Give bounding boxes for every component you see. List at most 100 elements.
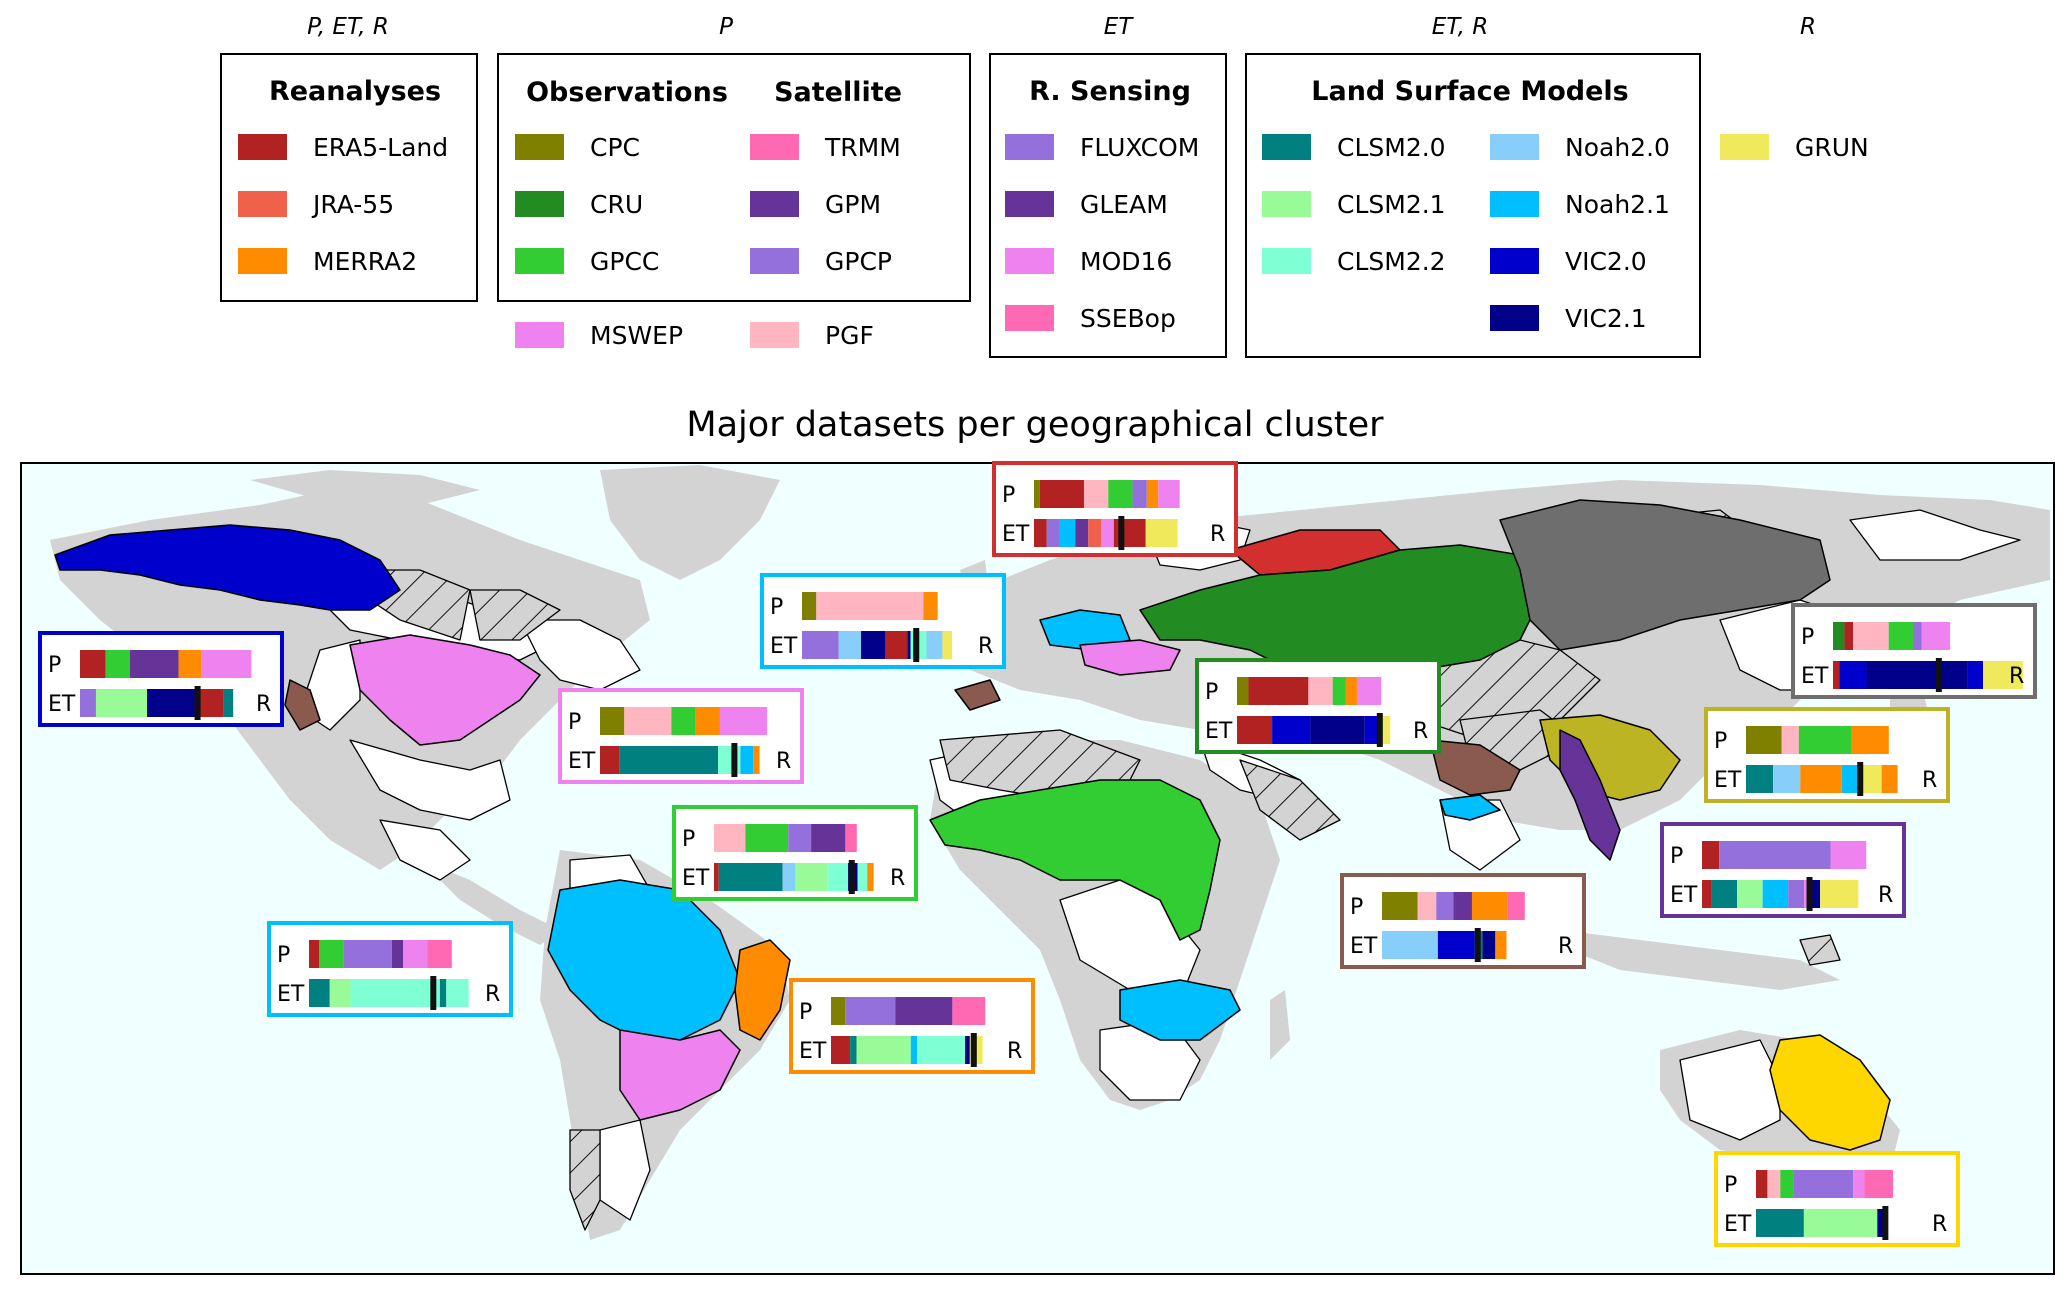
et-segment-merra2 — [1800, 765, 1842, 793]
cluster-regions — [54, 499, 1891, 1151]
legend-item-pgf: PGF — [750, 321, 874, 350]
legend-items: ERA5-Land JRA-55 MERRA2 CPC CRU GPCC MSWEP TRMM… — [238, 133, 1869, 350]
et-segment-clsm20 — [223, 689, 234, 717]
p-segment-gpcc — [1798, 726, 1852, 754]
p-segment-gpcc — [1888, 622, 1913, 650]
p-bar-label: P — [1350, 895, 1363, 920]
et-segment-noah21 — [1059, 519, 1076, 547]
cluster-panel-central-america: P ET R — [672, 805, 918, 901]
r-divider — [1882, 1206, 1889, 1240]
r-divider — [1857, 762, 1864, 796]
et-segment-grun — [942, 631, 953, 659]
land-madagascar — [1270, 990, 1290, 1060]
p-segment-pgf — [816, 592, 924, 620]
p-segment-gpm — [129, 650, 179, 678]
et-segment-merra2 — [867, 863, 874, 891]
et-segment-fluxcom — [802, 631, 839, 659]
et-segment-noah20 — [782, 863, 796, 891]
region-south-asia — [1429, 739, 1521, 796]
hatched-borneo — [1799, 934, 1841, 966]
p-segment-era5 — [80, 650, 106, 678]
et-segment-vic21 — [861, 631, 885, 659]
legend-item-clsm21: CLSM2.1 — [1262, 190, 1446, 219]
et-bar-label: ET — [48, 692, 76, 717]
legend-swatch-jra55 — [238, 191, 287, 217]
p-segment-cpc — [1382, 892, 1418, 920]
p-segment-mswep — [1921, 622, 1951, 650]
legend-swatch-grun — [1720, 134, 1769, 160]
r-divider — [1806, 877, 1813, 911]
legend-item-jra55: JRA-55 — [238, 190, 394, 219]
legend-label-jra55: JRA-55 — [311, 190, 394, 219]
p-bar-label: P — [799, 1000, 812, 1025]
p-segment-fluxcom — [1719, 841, 1831, 869]
legend-label-cpc: CPC — [590, 133, 640, 162]
region-south-africa — [1119, 979, 1241, 1041]
et-segment-fluxcom — [1788, 880, 1805, 908]
et-segment-clsm20 — [619, 746, 719, 774]
et-segment-clsm20 — [1746, 765, 1774, 793]
r-divider — [194, 686, 201, 720]
et-segment-grun — [1145, 519, 1178, 547]
p-segment-trmm — [427, 940, 452, 968]
region-brazil-east — [734, 939, 791, 1041]
p-segment-pgf — [1308, 677, 1333, 705]
legend-label-era5: ERA5-Land — [313, 133, 448, 162]
p-bar-label: P — [1670, 844, 1683, 869]
et-segment-clsm20 — [1711, 880, 1738, 908]
cluster-panel-amazon: P ET R — [267, 921, 513, 1017]
et-segment-clsm22 — [917, 1036, 966, 1064]
legend-box-land-surface-models — [1245, 53, 1701, 358]
et-segment-vic20 — [1967, 661, 1984, 689]
p-segment-pgf — [1781, 726, 1799, 754]
region-europe — [1039, 609, 1131, 651]
et-segment-era5 — [884, 631, 908, 659]
et-segment-jra55 — [1088, 519, 1102, 547]
legend-swatch-gpcc — [515, 248, 564, 274]
cluster-panel-southeast-asia: P ET R — [1660, 822, 1906, 918]
r-bar-label: R — [1007, 1039, 1022, 1064]
et-segment-merra2 — [1881, 765, 1898, 793]
region-russia — [1139, 544, 1541, 691]
r-divider — [430, 976, 437, 1010]
p-segment-gpcp — [845, 997, 896, 1025]
r-bar-label: R — [1413, 719, 1428, 744]
et-segment-grun — [1820, 880, 1859, 908]
p-segment-trmm — [845, 824, 857, 852]
legend-label-merra2: MERRA2 — [313, 247, 417, 276]
et-segment-noah20 — [1773, 765, 1801, 793]
legend-item-clsm20: CLSM2.0 — [1262, 133, 1446, 162]
p-bar-label: P — [1801, 625, 1814, 650]
et-segment-era5 — [1702, 880, 1712, 908]
p-segment-mswep — [1158, 480, 1180, 508]
region-central-africa — [929, 779, 1221, 941]
et-segment-merra2 — [753, 746, 760, 774]
p-segment-cpc — [802, 592, 817, 620]
cluster-panels: P ET R P ET R P ET R P ET R P ET R P ET R P ET R P ET R P ET R P ET R… — [38, 461, 2037, 1247]
r-divider — [1474, 928, 1481, 962]
et-bar-label: ET — [277, 982, 305, 1007]
legend-swatch-ssebop — [1005, 305, 1054, 331]
basin-australia-west — [1679, 1039, 1781, 1141]
legend-item-clsm22: CLSM2.2 — [1262, 247, 1446, 276]
r-bar-label: R — [256, 692, 271, 717]
header-remote-sensing: ET — [1104, 14, 1135, 40]
p-bar-label: P — [1714, 729, 1727, 754]
region-iberia — [954, 679, 1001, 711]
et-segment-clsm22 — [350, 979, 440, 1007]
legend-swatch-cpc — [515, 134, 564, 160]
p-segment-gpm — [811, 824, 846, 852]
et-segment-clsm22 — [857, 863, 868, 891]
legend-swatch-trmm — [750, 134, 799, 160]
r-bar-label: R — [1922, 768, 1937, 793]
et-bar-label: ET — [682, 866, 710, 891]
legend-swatch-mod16 — [1005, 248, 1054, 274]
title-remote-sensing: R. Sensing — [1029, 76, 1191, 107]
basin-canada-east — [519, 619, 641, 691]
legend-label-ssebop: SSEBop — [1080, 304, 1176, 333]
region-india — [1439, 794, 1501, 821]
r-bar-label: R — [1210, 522, 1225, 547]
title-reanalyses: Reanalyses — [269, 76, 441, 107]
legend-label-mswep: MSWEP — [590, 321, 683, 350]
